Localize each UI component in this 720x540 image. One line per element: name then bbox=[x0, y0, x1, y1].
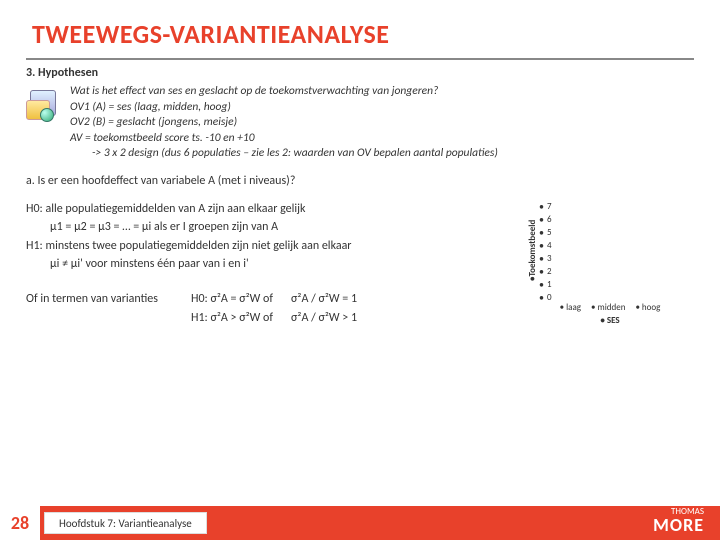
ytick: 7 bbox=[539, 200, 694, 213]
ytick: 0 bbox=[539, 291, 694, 304]
footer-chapter: Hoofdstuk 7: Variantieanalyse bbox=[44, 512, 207, 534]
h1-line: H1: minstens twee populatiegemiddelden z… bbox=[26, 237, 520, 256]
footer-bar: 28 Hoofdstuk 7: Variantieanalyse THOMAS … bbox=[0, 506, 720, 540]
var-h1b: σ²A / σ²W > 1 bbox=[291, 309, 357, 328]
var-h0a: H0: σ²A = σ²W of bbox=[191, 290, 273, 309]
intro-block: Wat is het effect van ses en geslacht op… bbox=[0, 84, 720, 162]
ytick: 2 bbox=[539, 265, 694, 278]
intro-line: AV = toekomstbeeld score ts. -10 en +10 bbox=[70, 131, 498, 147]
ytick: 5 bbox=[539, 226, 694, 239]
chart-xlabel: SES bbox=[526, 313, 694, 326]
intro-line: OV1 (A) = ses (laag, midden, hoog) bbox=[70, 100, 498, 116]
question-a: a. Is er een hoofdeffect van variabele A… bbox=[0, 162, 720, 190]
var-h0b: σ²A / σ²W = 1 bbox=[291, 290, 357, 309]
ytick: 4 bbox=[539, 239, 694, 252]
ytick: 3 bbox=[539, 252, 694, 265]
var-h1a: H1: σ²A > σ²W of bbox=[191, 309, 273, 328]
hypothesis-text: H0: alle populatiegemiddelden van A zijn… bbox=[26, 200, 520, 328]
divider bbox=[26, 58, 694, 60]
intro-text: Wat is het effect van ses en geslacht op… bbox=[70, 84, 498, 162]
brand-logo: THOMAS MORE bbox=[653, 507, 704, 534]
intro-line: -> 3 x 2 design (dus 6 populaties – zie … bbox=[70, 146, 498, 162]
chart-yaxis: 7 6 5 4 3 2 1 0 bbox=[539, 200, 694, 300]
h1-line: µi ≠ µi' voor minstens één paar van i en… bbox=[26, 255, 520, 274]
h0-line: H0: alle populatiegemiddelden van A zijn… bbox=[26, 200, 520, 219]
intro-line: OV2 (B) = geslacht (jongens, meisje) bbox=[70, 115, 498, 131]
logo-bottom: MORE bbox=[653, 516, 704, 534]
ytick: 1 bbox=[539, 278, 694, 291]
chart: •Toekomstbeeld 7 6 5 4 3 2 1 0 laag midd… bbox=[526, 200, 694, 326]
ytick: 6 bbox=[539, 213, 694, 226]
page-title: TWEEWEGS-VARIANTIEANALYSE bbox=[0, 0, 720, 56]
section-heading: 3. Hypothesen bbox=[0, 66, 720, 84]
chart-ylabel: •Toekomstbeeld bbox=[526, 200, 539, 300]
variances-label: Of in termen van varianties bbox=[26, 290, 191, 327]
page-number: 28 bbox=[0, 506, 40, 540]
example-icon bbox=[26, 84, 64, 126]
h0-line: µ1 = µ2 = µ3 = … = µi als er I groepen z… bbox=[26, 218, 520, 237]
intro-line: Wat is het effect van ses en geslacht op… bbox=[70, 84, 498, 100]
